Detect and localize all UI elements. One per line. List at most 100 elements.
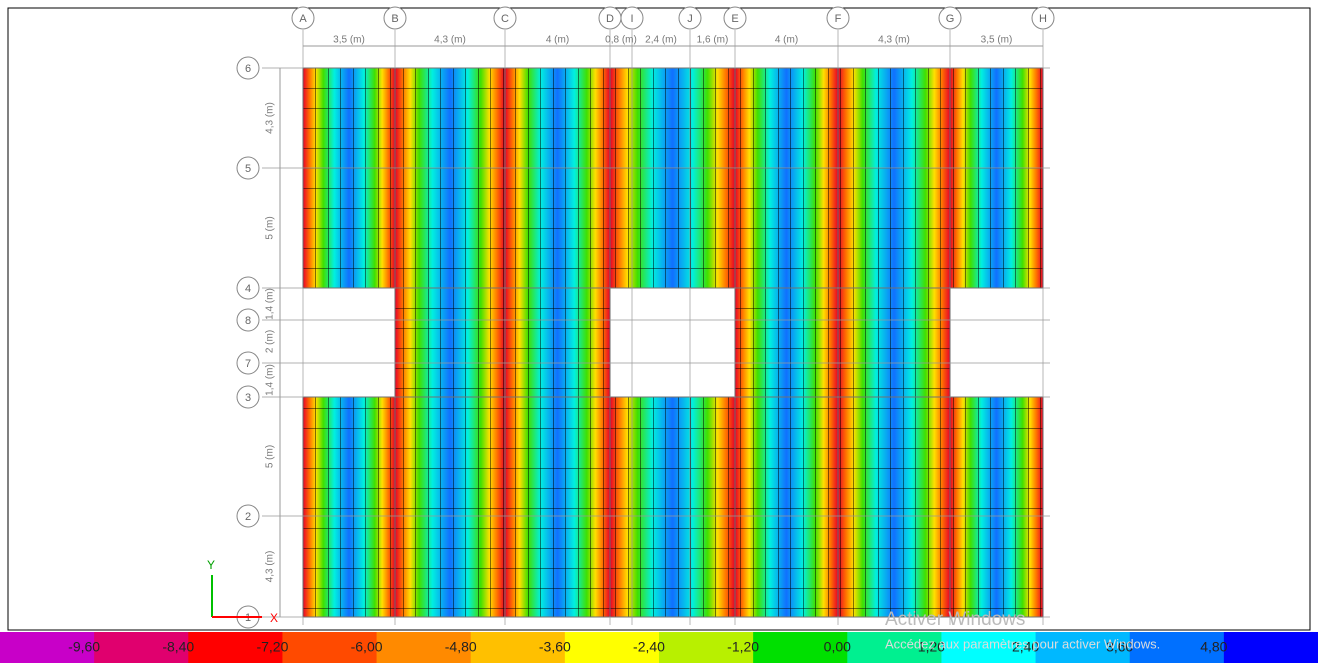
grid-label: 5 xyxy=(245,163,251,175)
grid-bubble xyxy=(678,6,702,30)
legend-swatch xyxy=(470,632,566,663)
mesh xyxy=(734,396,839,618)
legend-label: 1,20 xyxy=(918,639,945,655)
legend-swatch xyxy=(847,632,942,663)
legend-label: -8,40 xyxy=(162,639,194,655)
grid-label: D xyxy=(606,13,614,25)
contour xyxy=(302,67,1044,618)
grid-label: C xyxy=(501,13,509,25)
legend-swatch xyxy=(188,632,283,663)
dimension: 1,4 (m) xyxy=(265,364,276,396)
legend-swatch xyxy=(659,632,754,663)
grid-bubble xyxy=(493,6,517,30)
axis-x: X xyxy=(270,611,278,625)
grid-bubble xyxy=(826,6,850,30)
mesh xyxy=(837,396,951,618)
dimension: 5 (m) xyxy=(265,216,276,239)
watermark-text: Accédez aux paramètres pour activer Wind… xyxy=(885,636,1160,651)
grid-label: 3 xyxy=(245,392,251,404)
legend-label: -9,60 xyxy=(68,639,100,655)
grid-label: F xyxy=(835,13,842,25)
axis-indicator: Y X xyxy=(207,558,278,625)
legend-label: -2,40 xyxy=(633,639,665,655)
dimension: 4 (m) xyxy=(775,35,798,46)
legend-swatch xyxy=(753,632,848,663)
mesh xyxy=(734,67,839,289)
legend: -9,60 -8,40 -7,20 -6,00 -4,80 -3,60 -2,40 -1,20… xyxy=(0,632,1318,663)
mesh xyxy=(302,396,396,618)
mesh xyxy=(302,67,396,289)
mesh xyxy=(949,396,1044,618)
mesh xyxy=(609,67,736,289)
grid-label: 6 xyxy=(245,63,251,75)
dimension: 2,4 (m) xyxy=(645,35,677,46)
mesh xyxy=(504,396,611,618)
grid-label: H xyxy=(1039,13,1047,25)
grid-label: G xyxy=(946,13,955,25)
dimension: 0,8 (m) xyxy=(605,35,637,46)
grid-bubble xyxy=(1031,6,1055,30)
mesh xyxy=(837,287,951,398)
mesh xyxy=(394,396,506,618)
mesh xyxy=(949,67,1044,289)
grid-bubble xyxy=(236,385,260,409)
legend-label: -4,80 xyxy=(445,639,477,655)
grid: A B C D I J E F G H 3,5 (m) 4,3 (m) 4 (m) 0,8 (m) 2,4 … xyxy=(236,6,1055,629)
grid-bubble xyxy=(938,6,962,30)
mesh xyxy=(837,67,951,289)
mesh xyxy=(394,287,506,398)
legend-swatch xyxy=(282,632,378,663)
mesh xyxy=(734,287,839,398)
grid-label: 7 xyxy=(245,358,251,370)
legend-swatch xyxy=(1223,632,1318,663)
dimension: 5 (m) xyxy=(265,445,276,468)
dimension: 4,3 (m) xyxy=(878,35,910,46)
grid-bubble xyxy=(236,276,260,300)
legend-label: -3,60 xyxy=(539,639,571,655)
dimension: 4,3 (m) xyxy=(265,102,276,134)
legend-swatch xyxy=(94,632,189,663)
grid-bubble xyxy=(383,6,407,30)
grid-bubble xyxy=(236,351,260,375)
dimension: 3,5 (m) xyxy=(333,35,365,46)
legend-label: -7,20 xyxy=(256,639,288,655)
legend-swatch xyxy=(1035,632,1131,663)
legend-label: -1,20 xyxy=(727,639,759,655)
legend-label: 0,00 xyxy=(824,639,851,655)
grid-bubble xyxy=(620,6,644,30)
dimension: 4 (m) xyxy=(546,35,569,46)
axis-y: Y xyxy=(207,558,215,572)
grid-label: 2 xyxy=(245,511,251,523)
dimension: 3,5 (m) xyxy=(981,35,1013,46)
legend-label: 2,40 xyxy=(1012,639,1039,655)
grid-label: I xyxy=(630,13,633,25)
grid-label: J xyxy=(687,13,693,25)
dimension: 4,3 (m) xyxy=(434,35,466,46)
mesh xyxy=(609,396,736,618)
dimension: 1,6 (m) xyxy=(697,35,729,46)
dimension: 2 (m) xyxy=(265,330,276,353)
legend-label: -6,00 xyxy=(351,639,383,655)
grid-bubble xyxy=(236,156,260,180)
mesh xyxy=(394,67,506,289)
grid-bubble xyxy=(291,6,315,30)
legend-swatch xyxy=(1129,632,1225,663)
grid-bubble xyxy=(723,6,747,30)
grid-bubble xyxy=(236,308,260,332)
legend-label: 4,80 xyxy=(1200,639,1227,655)
legend-swatch xyxy=(0,632,95,663)
legend-swatch xyxy=(941,632,1037,663)
grid-bubble xyxy=(236,56,260,80)
mesh xyxy=(504,287,611,398)
mesh xyxy=(504,67,611,289)
dimension: 1,4 (m) xyxy=(265,288,276,320)
grid-label: B xyxy=(391,13,398,25)
grid-label: 8 xyxy=(245,315,251,327)
dimension: 4,3 (m) xyxy=(265,551,276,583)
legend-swatch xyxy=(376,632,472,663)
legend-swatch xyxy=(564,632,660,663)
grid-label: 4 xyxy=(245,283,251,295)
grid-bubble xyxy=(236,504,260,528)
legend-label: 3,60 xyxy=(1106,639,1133,655)
watermark-title: Activer Windows xyxy=(885,609,1025,630)
